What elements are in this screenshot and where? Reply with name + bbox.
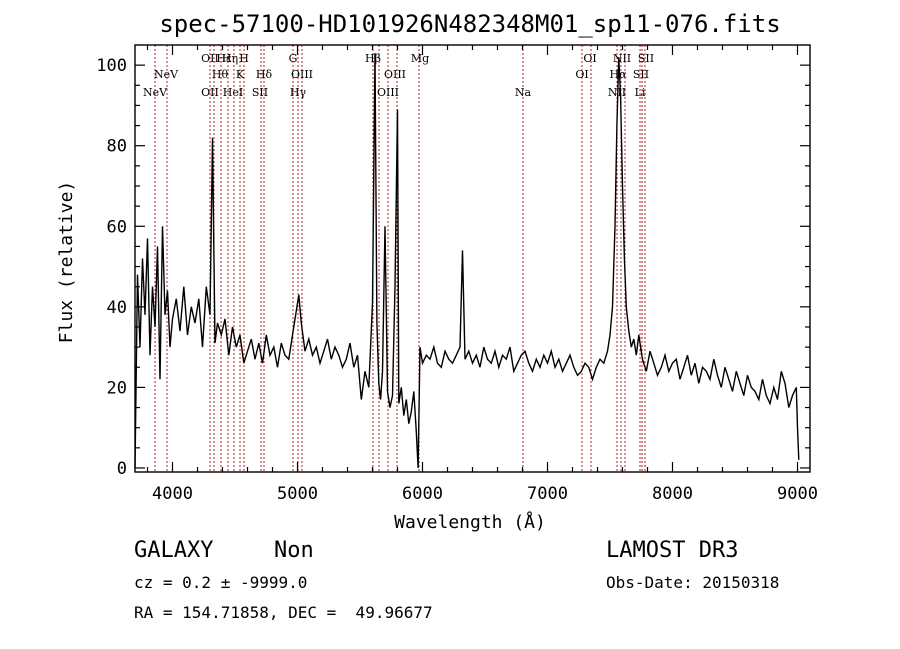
line-label-top: SII: [638, 52, 654, 65]
line-label-bottom: HeI: [223, 86, 243, 99]
line-label-bottom: SII: [252, 86, 268, 99]
x-tick-label: 9000: [777, 484, 818, 504]
plot-frame: [134, 44, 811, 473]
line-label-bottom: NII: [608, 86, 626, 99]
line-label-bottom: OII: [201, 86, 219, 99]
line-label-bottom: Na: [515, 86, 532, 99]
x-axis-label: Wavelength (Å): [394, 511, 546, 533]
line-label-top: Mg: [411, 52, 429, 65]
line-label-top: Hβ: [365, 52, 381, 65]
line-label-mid: Hδ: [256, 68, 273, 81]
coordinates: RA = 154.71858, DEC = 49.96677: [134, 603, 433, 622]
x-tick-label: 4000: [152, 484, 193, 504]
chart-title: spec-57100-HD101926N482348M01_sp11-076.f…: [159, 10, 780, 38]
redshift-readout: cz = 0.2 ± -9999.0: [134, 573, 308, 592]
y-tick-label: 20: [107, 378, 127, 398]
line-label-top: H: [239, 52, 249, 65]
x-axis: 4000 5000 6000 7000 8000 9000: [146, 45, 818, 504]
line-label-mid: Hθ: [212, 68, 229, 81]
y-tick-label: 0: [117, 459, 127, 479]
y-axis-label: Flux (relative): [56, 181, 77, 344]
line-label-mid: OIII: [291, 68, 313, 81]
y-tick-label: 60: [107, 217, 127, 237]
emission-line-markers: [154, 45, 646, 472]
line-label-top: OII: [201, 52, 219, 65]
x-tick-label: 8000: [652, 484, 693, 504]
x-tick-label: 7000: [527, 484, 568, 504]
line-label-mid: K: [236, 68, 245, 81]
line-label-top: G: [289, 52, 298, 65]
line-label-top: Hη: [222, 52, 238, 65]
y-tick-label: 80: [107, 137, 127, 157]
y-tick-label: 40: [107, 298, 127, 318]
y-axis: 0 20 40 60 80 100: [96, 56, 810, 479]
line-label-top: Hε: [216, 52, 232, 65]
line-label-mid: OI: [575, 68, 588, 81]
y-tick-label: 100: [96, 56, 127, 76]
spectrum-line: [134, 53, 800, 469]
line-label-bottom: Hγ: [290, 86, 307, 99]
object-subclass: Non: [274, 538, 314, 563]
line-label-top: OI: [583, 52, 596, 65]
line-label-bottom: Li: [635, 86, 646, 99]
line-label-bottom: OIII: [377, 86, 399, 99]
line-label-mid: NeV: [154, 68, 179, 81]
x-tick-label: 5000: [277, 484, 318, 504]
line-label-mid: SII: [633, 68, 649, 81]
survey-name: LAMOST DR3: [606, 538, 739, 563]
line-label-mid: OIII: [384, 68, 406, 81]
object-class: GALAXY: [134, 538, 214, 563]
line-label-bottom: NeV: [143, 86, 168, 99]
obs-date: Obs-Date: 20150318: [606, 573, 780, 592]
x-tick-label: 6000: [402, 484, 443, 504]
line-label-top: NII: [613, 52, 631, 65]
